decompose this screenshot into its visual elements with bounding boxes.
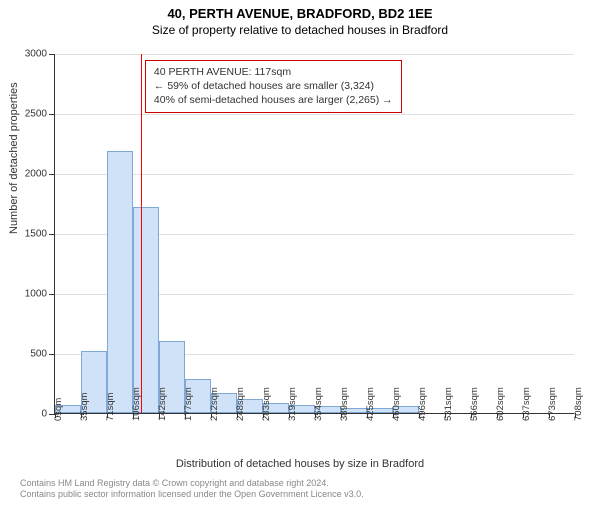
- chart-area: 0500100015002000250030000sqm35sqm71sqm10…: [54, 54, 574, 414]
- info-line: 40 PERTH AVENUE: 117sqm: [154, 65, 393, 79]
- y-tick-label: 2500: [25, 109, 47, 120]
- x-tick-label: 142sqm: [157, 387, 168, 421]
- grid-line: [55, 54, 574, 55]
- x-tick-label: 177sqm: [183, 387, 194, 421]
- footer-line: Contains HM Land Registry data © Crown c…: [20, 478, 364, 489]
- x-tick-label: 35sqm: [79, 392, 90, 421]
- y-tick-label: 3000: [25, 49, 47, 60]
- reference-line: [141, 54, 142, 413]
- y-tick-label: 0: [41, 409, 47, 420]
- x-tick-label: 602sqm: [495, 387, 506, 421]
- x-tick-label: 248sqm: [235, 387, 246, 421]
- x-tick-label: 673sqm: [547, 387, 558, 421]
- y-tick: [49, 54, 55, 55]
- x-tick-label: 354sqm: [313, 387, 324, 421]
- x-tick-label: 566sqm: [469, 387, 480, 421]
- x-tick-label: 212sqm: [209, 387, 220, 421]
- x-tick-label: 637sqm: [521, 387, 532, 421]
- page-title: 40, PERTH AVENUE, BRADFORD, BD2 1EE: [0, 6, 600, 21]
- x-tick-label: 531sqm: [443, 387, 454, 421]
- x-tick-label: 460sqm: [391, 387, 402, 421]
- x-tick-label: 389sqm: [339, 387, 350, 421]
- x-tick-label: 283sqm: [261, 387, 272, 421]
- histogram-bar: [107, 151, 133, 413]
- y-tick-label: 2000: [25, 169, 47, 180]
- x-tick-label: 708sqm: [573, 387, 584, 421]
- info-line: 40% of semi-detached houses are larger (…: [154, 93, 393, 107]
- x-tick-label: 0sqm: [53, 398, 64, 421]
- x-tick-label: 71sqm: [105, 392, 116, 421]
- y-tick: [49, 354, 55, 355]
- y-axis-title: Number of detached properties: [8, 82, 20, 234]
- y-tick: [49, 234, 55, 235]
- info-callout: 40 PERTH AVENUE: 117sqm← 59% of detached…: [145, 60, 402, 113]
- x-tick-label: 425sqm: [365, 387, 376, 421]
- y-tick: [49, 294, 55, 295]
- y-tick: [49, 114, 55, 115]
- x-axis-title: Distribution of detached houses by size …: [0, 458, 600, 470]
- plot-area: 0500100015002000250030000sqm35sqm71sqm10…: [54, 54, 574, 414]
- x-tick-label: 319sqm: [287, 387, 298, 421]
- grid-line: [55, 114, 574, 115]
- y-tick: [49, 174, 55, 175]
- info-line: ← 59% of detached houses are smaller (3,…: [154, 79, 393, 93]
- y-tick-label: 1000: [25, 289, 47, 300]
- page-subtitle: Size of property relative to detached ho…: [0, 23, 600, 37]
- y-tick-label: 500: [30, 349, 47, 360]
- footer-line: Contains public sector information licen…: [20, 489, 364, 500]
- attribution-footer: Contains HM Land Registry data © Crown c…: [20, 478, 364, 500]
- histogram-bar: [133, 207, 159, 413]
- y-tick-label: 1500: [25, 229, 47, 240]
- x-tick-label: 496sqm: [417, 387, 428, 421]
